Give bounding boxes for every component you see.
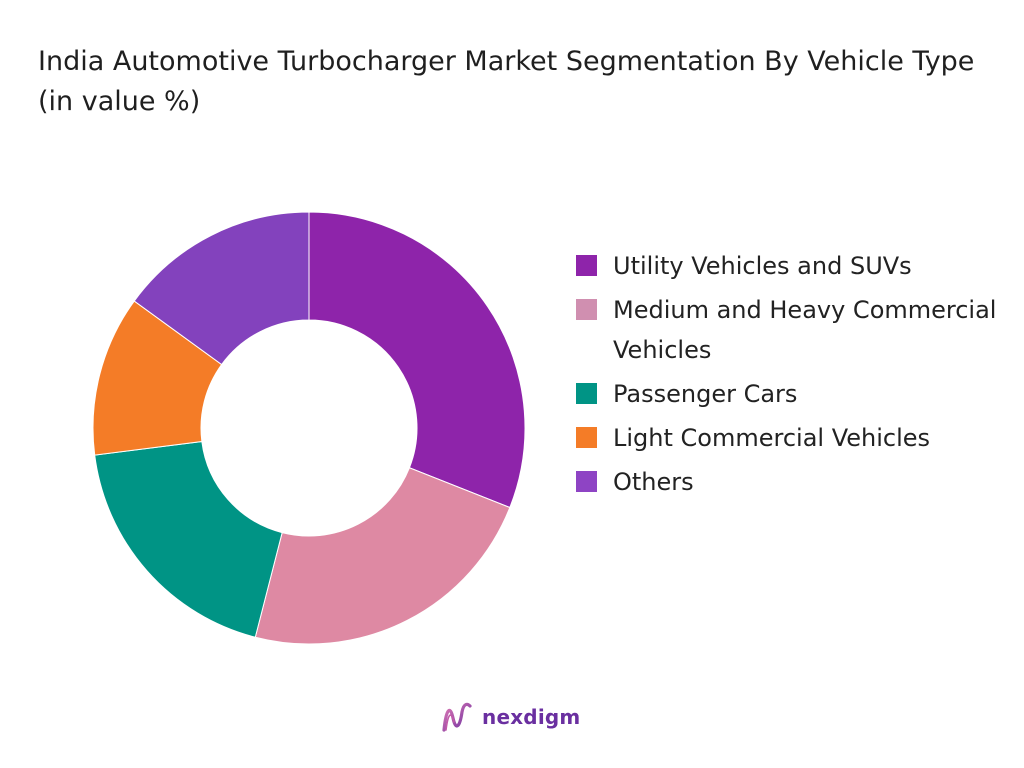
legend-item-passenger-cars: Passenger Cars (576, 374, 1006, 414)
legend-label: Others (613, 468, 694, 496)
donut-slice-passenger-cars (94, 440, 283, 638)
legend-item-others: Others (576, 462, 1006, 502)
legend-swatch (576, 471, 597, 492)
legend-label: Passenger Cars (613, 380, 798, 408)
donut-slice-others (133, 211, 310, 366)
nexdigm-logo-icon (442, 702, 472, 732)
chart-title: India Automotive Turbocharger Market Seg… (38, 46, 975, 117)
legend-label: Utility Vehicles and SUVs (613, 252, 912, 280)
legend-swatch (576, 299, 597, 320)
legend-item-utility-vehicles: Utility Vehicles and SUVs (576, 246, 1006, 286)
legend-label: Medium and Heavy Commercial Vehicles (613, 296, 997, 364)
legend-label: Light Commercial Vehicles (613, 424, 931, 452)
legend-swatch (576, 427, 597, 448)
legend-swatch (576, 383, 597, 404)
donut-slices (92, 211, 526, 645)
brand-logo: nexdigm (440, 700, 580, 734)
legend-item-medium-heavy-commercial: Medium and Heavy Commercial Vehicles (576, 290, 1006, 370)
donut-slice-medium-and-heavy-commercial-vehicles (254, 467, 511, 645)
donut-slice-utility-vehicles-and-suvs (308, 211, 526, 509)
legend-item-light-commercial: Light Commercial Vehicles (576, 418, 1006, 458)
chart-legend: Utility Vehicles and SUVs Medium and Hea… (576, 246, 1006, 506)
brand-name: nexdigm (482, 705, 581, 729)
legend-swatch (576, 255, 597, 276)
